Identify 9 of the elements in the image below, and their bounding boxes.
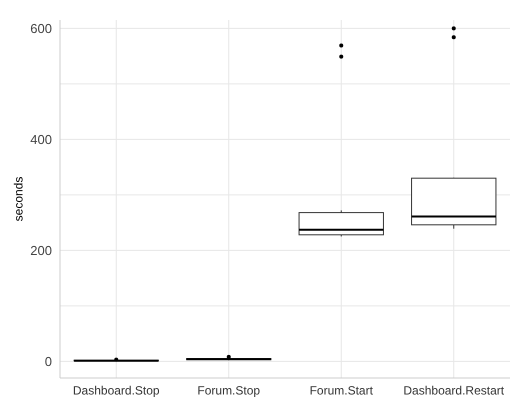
x-tick-label: Dashboard.Stop [72, 384, 160, 398]
x-tick-label: Forum.Stop [197, 384, 260, 398]
y-tick-label: 600 [30, 20, 52, 36]
y-tick-label: 200 [30, 242, 52, 258]
y-tick-label: 400 [30, 132, 52, 147]
y-axis-title: seconds [11, 176, 26, 222]
x-tick-label: Forum.Start [310, 384, 374, 398]
x-tick-label: Dashboard.Restart [403, 384, 505, 398]
y-tick-label: 0 [44, 354, 52, 369]
